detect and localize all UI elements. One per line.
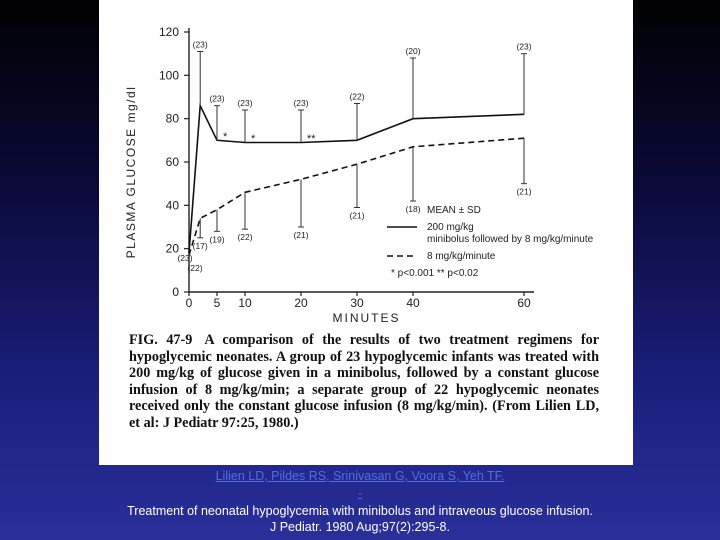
sample-size-label: (17) <box>193 241 208 251</box>
x-tick-label: 20 <box>294 296 308 310</box>
sample-size-label: (23) <box>516 42 531 52</box>
x-tick-label: 10 <box>238 296 252 310</box>
sample-size-label: (23) <box>209 94 224 104</box>
sample-size-label: (18) <box>405 204 420 214</box>
series-line-1 <box>188 102 525 254</box>
y-tick-label: 20 <box>166 242 180 256</box>
chart-axes: 0 20 40 60 80 100 120 0 5 10 20 30 40 60 MINUTES PLASMA… <box>124 25 534 325</box>
x-axis-label: MINUTES <box>333 311 401 325</box>
y-tick-label: 0 <box>172 285 179 299</box>
figure-caption-text: A comparison of the results of two treat… <box>129 332 599 431</box>
sample-size-label: (22) <box>237 232 252 242</box>
x-tick-label: 30 <box>350 296 364 310</box>
sample-size-label: (21) <box>516 187 531 197</box>
legend-title: MEAN ± SD <box>427 205 481 216</box>
significance-mark: ** <box>307 133 316 145</box>
figure-caption: FIG. 47-9 A comparison of the results of … <box>129 332 599 432</box>
x-tick-label: 60 <box>517 296 531 310</box>
x-tick-label: 5 <box>214 296 221 310</box>
figure-panel: 0 20 40 60 80 100 120 0 5 10 20 30 40 60 MINUTES PLASMA… <box>99 0 633 465</box>
chart-legend: MEAN ± SD 200 mg/kg minibolus followed by … <box>387 205 594 279</box>
glucose-chart: 0 20 40 60 80 100 120 0 5 10 20 30 40 60 MINUTES PLASMA… <box>124 25 594 325</box>
reference-journal: J Pediatr. 1980 Aug;97(2):295-8. <box>270 520 450 534</box>
series-line-2 <box>188 137 525 256</box>
significance-mark: * <box>251 133 256 145</box>
sample-size-label: (21) <box>293 230 308 240</box>
y-tick-label: 100 <box>159 68 179 82</box>
sample-size-label: (22) <box>187 263 202 273</box>
sample-size-label: (21) <box>349 211 364 221</box>
reference-title: Treatment of neonatal hypoglycemia with … <box>127 504 593 518</box>
reference-authors-link[interactable]: Lilien LD, Pildes RS, Srinivasan G, Voor… <box>215 469 505 483</box>
reference-dash-link[interactable]: - <box>358 486 362 500</box>
y-tick-label: 40 <box>166 198 180 212</box>
legend-label-2: 8 mg/kg/minute <box>427 251 496 262</box>
y-tick-label: 120 <box>159 25 179 39</box>
x-tick-label: 0 <box>186 296 193 310</box>
figure-caption-label: FIG. 47-9 <box>129 332 193 348</box>
sample-size-label: (23) <box>293 98 308 108</box>
significance-mark: * <box>223 131 228 143</box>
sample-size-label: (19) <box>209 234 224 244</box>
x-tick-label: 40 <box>406 296 420 310</box>
sample-size-label: (20) <box>405 46 420 56</box>
chart-series-layer: (23)(23)(23) (23) (23)(22)(20) (23)(22)(17)… <box>177 40 531 274</box>
legend-significance: * p<0.001 ** p<0.02 <box>391 268 479 279</box>
sample-size-label: (23) <box>237 98 252 108</box>
legend-label-1: 200 mg/kg minibolus followed by 8 mg/kg/m… <box>427 222 594 245</box>
sample-size-label: (22) <box>349 92 364 102</box>
y-axis-label: PLASMA GLUCOSE mg/dl <box>124 86 138 259</box>
sample-size-label: (23) <box>177 253 192 263</box>
sample-size-label: (23) <box>193 40 208 50</box>
y-tick-label: 60 <box>166 155 180 169</box>
y-tick-label: 80 <box>166 112 180 126</box>
